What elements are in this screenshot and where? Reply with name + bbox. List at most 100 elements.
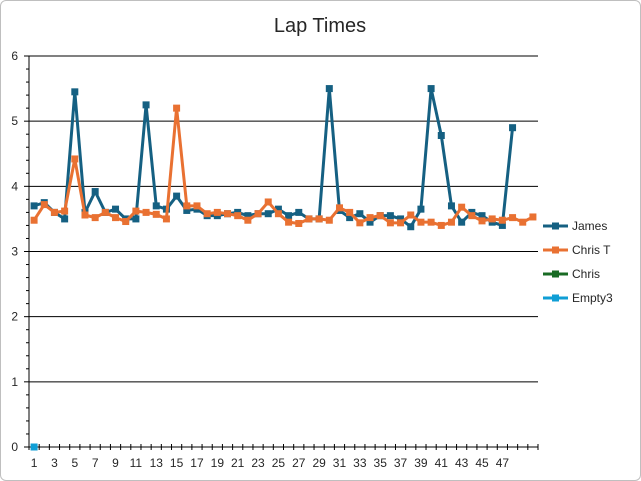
- x-tick-label-23: 23: [251, 456, 265, 470]
- data-point-0-26: [295, 208, 303, 216]
- data-point-1-31: [346, 208, 354, 216]
- x-tick-label-1: 1: [31, 456, 38, 470]
- data-point-0-11: [142, 101, 150, 109]
- data-point-1-10: [132, 207, 140, 215]
- data-point-0-8: [112, 205, 120, 213]
- data-point-0-38: [417, 205, 425, 213]
- data-point-1-14: [173, 104, 181, 112]
- x-tick-label-33: 33: [353, 456, 367, 470]
- data-point-1-41: [447, 218, 455, 226]
- data-point-1-35: [386, 219, 394, 227]
- data-point-1-25: [285, 218, 293, 226]
- x-tick-label-39: 39: [414, 456, 428, 470]
- data-point-1-5: [81, 211, 89, 219]
- legend-swatch-marker: [552, 270, 559, 278]
- data-point-0-32: [356, 210, 364, 218]
- data-point-1-13: [162, 215, 170, 223]
- data-point-1-49: [529, 213, 537, 221]
- data-point-0-23: [264, 210, 272, 218]
- data-point-1-29: [325, 216, 333, 224]
- data-point-0-21: [244, 212, 252, 220]
- data-point-0-3: [61, 215, 69, 223]
- x-tick-label-19: 19: [211, 456, 225, 470]
- legend-label-3: Empty3: [572, 291, 613, 305]
- data-point-0-46: [498, 221, 506, 229]
- data-point-0-15: [183, 206, 191, 214]
- data-point-1-40: [437, 221, 445, 229]
- legend-label-0: James: [572, 219, 607, 233]
- x-tick-label-5: 5: [71, 456, 78, 470]
- data-point-1-6: [91, 214, 99, 222]
- data-point-0-0: [30, 202, 38, 210]
- x-tick-label-3: 3: [51, 456, 58, 470]
- data-point-1-17: [203, 210, 211, 218]
- data-point-0-25: [285, 212, 293, 220]
- data-point-1-2: [50, 208, 58, 216]
- x-tick-label-17: 17: [190, 456, 204, 470]
- data-point-1-48: [519, 218, 527, 226]
- x-tick-label-11: 11: [130, 456, 143, 470]
- y-tick-label-2: 2: [11, 310, 18, 324]
- data-point-1-23: [264, 198, 272, 206]
- data-point-1-4: [71, 155, 79, 163]
- legend-swatch-marker: [552, 222, 559, 230]
- series-1: [30, 104, 537, 229]
- data-point-0-42: [458, 218, 466, 226]
- y-tick-label-3: 3: [11, 245, 18, 259]
- data-point-1-30: [335, 204, 343, 212]
- data-point-0-40: [437, 132, 445, 140]
- data-point-1-27: [305, 215, 313, 223]
- data-point-1-24: [274, 210, 282, 218]
- data-point-1-42: [458, 203, 466, 211]
- data-point-1-3: [61, 207, 69, 215]
- data-point-0-24: [274, 205, 282, 213]
- data-point-0-12: [152, 202, 160, 210]
- data-point-1-26: [295, 219, 303, 227]
- x-tick-label-45: 45: [475, 456, 489, 470]
- y-tick-label-1: 1: [11, 375, 18, 389]
- series-line-1: [32, 106, 534, 227]
- legend-item-2: Chris: [543, 267, 600, 281]
- data-point-1-12: [152, 210, 160, 218]
- data-point-1-33: [366, 214, 374, 222]
- y-tick-label-4: 4: [11, 179, 18, 193]
- data-point-1-8: [112, 214, 120, 222]
- x-tick-label-43: 43: [455, 456, 469, 470]
- series-3: [30, 443, 38, 451]
- y-tick-label-0: 0: [11, 440, 18, 454]
- data-point-1-20: [234, 212, 242, 220]
- legend-label-2: Chris: [572, 267, 600, 281]
- data-point-0-41: [447, 202, 455, 210]
- data-point-1-38: [417, 218, 425, 226]
- data-point-1-18: [213, 208, 221, 216]
- data-point-0-6: [91, 188, 99, 196]
- x-tick-label-35: 35: [374, 456, 388, 470]
- data-point-1-15: [183, 202, 191, 210]
- x-tick-label-27: 27: [292, 456, 306, 470]
- x-tick-label-13: 13: [150, 456, 164, 470]
- y-tick-label-6: 6: [11, 49, 18, 63]
- x-tick-label-21: 21: [231, 456, 245, 470]
- legend-item-3: Empty3: [543, 291, 613, 305]
- x-tick-label-9: 9: [112, 456, 119, 470]
- legend-label-1: Chris T: [572, 243, 611, 257]
- data-point-1-22: [254, 210, 262, 218]
- x-tick-label-15: 15: [170, 456, 184, 470]
- x-tick-label-25: 25: [272, 456, 286, 470]
- data-point-1-16: [193, 202, 201, 210]
- data-point-0-31: [346, 214, 354, 222]
- x-tick-label-41: 41: [435, 456, 449, 470]
- x-tick-label-47: 47: [496, 456, 510, 470]
- data-point-1-39: [427, 218, 435, 226]
- data-point-1-36: [397, 219, 405, 227]
- data-point-1-37: [407, 211, 415, 219]
- data-point-1-32: [356, 219, 364, 227]
- x-tick-label-29: 29: [312, 456, 326, 470]
- data-point-3-0: [30, 443, 38, 451]
- data-point-1-46: [498, 216, 506, 224]
- data-point-1-21: [244, 216, 252, 224]
- data-point-1-0: [30, 216, 38, 224]
- series-layer: [30, 85, 537, 451]
